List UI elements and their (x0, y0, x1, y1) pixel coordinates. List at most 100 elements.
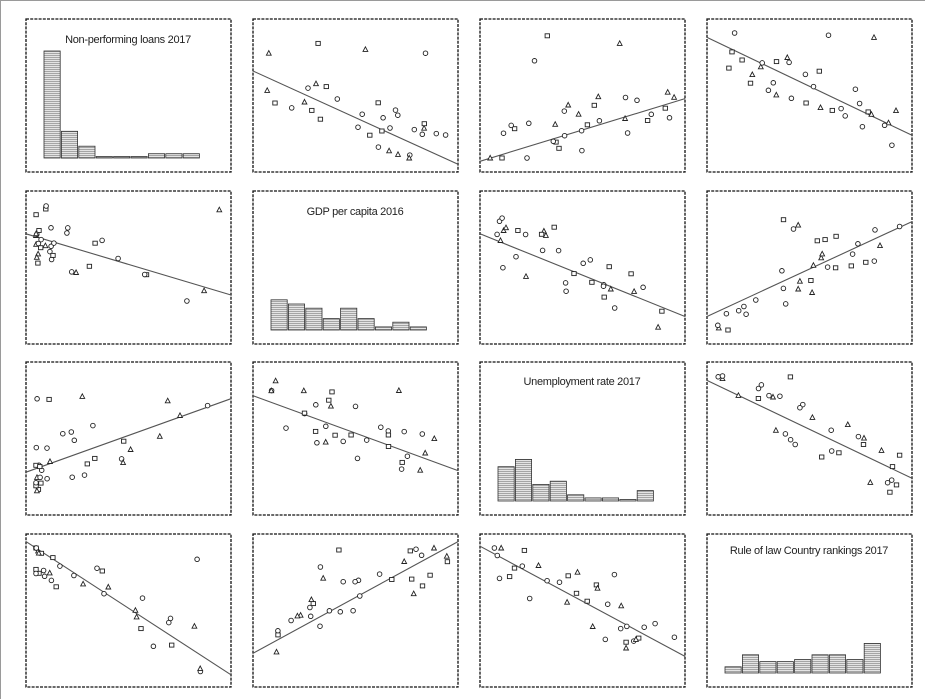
data-point (664, 88, 671, 95)
data-point (887, 489, 893, 495)
data-point (849, 251, 856, 257)
histogram-1 (270, 299, 427, 331)
data-point (644, 118, 651, 123)
data-point (855, 433, 862, 440)
data-point (312, 80, 320, 87)
data-point (562, 280, 569, 286)
data-point (334, 96, 341, 102)
hist-bar (759, 661, 777, 674)
data-point (526, 120, 532, 127)
data-point (413, 546, 419, 552)
data-point (860, 442, 867, 447)
data-point (305, 85, 311, 91)
data-point (500, 130, 507, 136)
data-point (787, 374, 794, 380)
data-point (442, 132, 449, 138)
data-point (36, 228, 42, 233)
data-point (86, 263, 93, 269)
data-point (579, 147, 585, 154)
data-point (35, 549, 42, 556)
data-point (376, 571, 383, 577)
data-point (753, 297, 759, 303)
data-point (380, 115, 386, 121)
data-point (506, 574, 513, 580)
data-point (355, 124, 361, 130)
hist-bar (497, 466, 515, 502)
data-point (33, 479, 39, 486)
data-point (411, 126, 418, 133)
data-point (300, 387, 307, 394)
data-point (34, 396, 40, 402)
data-point (795, 285, 802, 292)
data-point (499, 155, 505, 161)
data-point (810, 261, 817, 268)
data-point (782, 431, 789, 437)
hist-bar (636, 490, 654, 502)
data-point (33, 253, 40, 260)
data-point (90, 422, 96, 429)
data-point (624, 623, 630, 630)
data-point (640, 284, 646, 291)
data-point (818, 254, 825, 261)
hist-bar (811, 654, 829, 674)
data-point (37, 464, 43, 470)
data-point (42, 242, 49, 249)
data-point (535, 561, 542, 568)
regression-line (25, 233, 232, 296)
data-point (662, 105, 668, 111)
data-point (332, 432, 338, 438)
hist-bar (357, 318, 375, 331)
panel-0-1 (252, 18, 459, 173)
regression-line (479, 233, 686, 318)
data-point (618, 602, 625, 609)
panel-3-1 (252, 533, 459, 688)
data-point (829, 107, 835, 113)
data-point (522, 231, 529, 238)
hist-bar (515, 458, 533, 502)
data-point (44, 475, 50, 482)
data-point (872, 227, 878, 233)
data-point (519, 563, 526, 569)
data-point (755, 385, 762, 392)
data-point (787, 436, 794, 443)
data-point (115, 255, 121, 262)
data-point (191, 622, 198, 629)
data-point (81, 472, 88, 478)
panel-2-3 (706, 361, 913, 516)
data-point (852, 86, 859, 92)
hist-bar (846, 659, 864, 674)
data-point (552, 120, 559, 127)
hist-bar (305, 307, 323, 331)
hist-bar (322, 318, 340, 331)
panel-1-2 (479, 190, 686, 345)
data-point (863, 259, 869, 265)
data-point (551, 224, 557, 230)
regression-line (252, 395, 459, 472)
data-point (773, 59, 780, 65)
data-point (587, 257, 594, 263)
data-point (385, 444, 392, 449)
data-point (896, 223, 903, 230)
data-point (616, 39, 623, 46)
hist-bar (549, 480, 567, 502)
data-point (363, 437, 370, 443)
data-point (856, 100, 863, 107)
data-point (410, 590, 417, 597)
diag-title-0: Non-performing loans 2017 (65, 34, 191, 46)
data-point (892, 107, 900, 114)
data-point (57, 563, 63, 569)
hist-bar (130, 156, 148, 159)
hist-bar (287, 303, 305, 331)
data-point (64, 230, 70, 236)
data-point (544, 577, 550, 584)
data-point (301, 98, 308, 105)
data-point (323, 84, 329, 90)
data-point (43, 203, 49, 209)
panel-3-2 (479, 533, 686, 688)
data-point (809, 413, 816, 420)
data-point (784, 53, 791, 60)
data-point (508, 122, 514, 129)
histogram-3 (724, 643, 881, 674)
data-point (780, 285, 787, 292)
